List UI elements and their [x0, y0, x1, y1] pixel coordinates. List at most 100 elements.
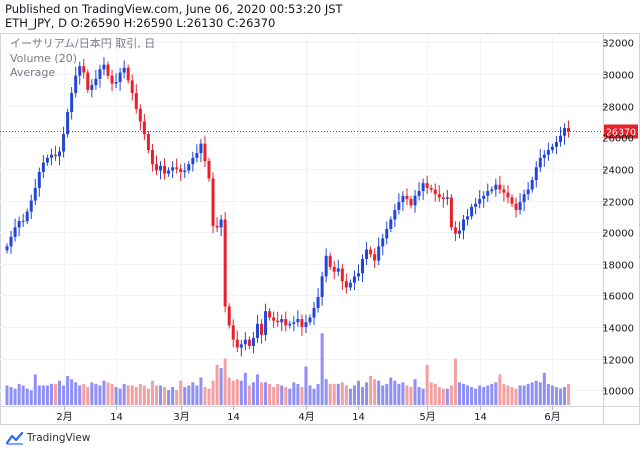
- candle-body: [231, 325, 235, 340]
- candle-body: [361, 259, 365, 274]
- candle-body: [344, 281, 348, 288]
- volume-bar: [470, 387, 474, 405]
- candle-body: [251, 338, 255, 346]
- y-tick-label: 14000: [602, 324, 634, 335]
- volume-bar: [401, 382, 405, 405]
- volume-bar: [506, 385, 510, 405]
- volume-bar: [546, 383, 550, 405]
- candle-body: [490, 189, 494, 192]
- candle-body: [522, 194, 526, 203]
- volume-bar: [49, 383, 53, 405]
- volume-bar: [219, 368, 223, 405]
- candle-body: [134, 93, 138, 109]
- volume-bar: [33, 374, 37, 405]
- y-tick-label: 24000: [602, 166, 634, 177]
- y-tick-label: 12000: [602, 356, 634, 367]
- volume-bar: [211, 380, 215, 405]
- candle-body: [401, 195, 405, 203]
- volume-bar: [340, 382, 344, 405]
- volume-bar: [223, 358, 227, 405]
- candle-body: [227, 306, 231, 326]
- last-price-tag: [604, 124, 638, 139]
- candle-body: [45, 157, 49, 163]
- volume-bar: [510, 387, 514, 405]
- volume-bar: [474, 388, 478, 405]
- candle-body: [126, 67, 130, 81]
- legend-title: イーサリアム/日本円 取引, 日: [10, 37, 156, 50]
- volume-bar: [58, 380, 62, 405]
- volume-bar: [227, 377, 231, 405]
- volume-bar: [405, 385, 409, 405]
- candlestick-chart[interactable]: 26370 10000 12000 14000 16000 18000 20000 2200…: [0, 33, 640, 425]
- x-tick-label: 14: [352, 412, 365, 423]
- volume-bar: [490, 383, 494, 405]
- volume-bar: [361, 387, 365, 405]
- candle-body: [29, 200, 33, 212]
- volume-bar: [207, 388, 211, 405]
- candle-body: [514, 203, 518, 211]
- candle-body: [381, 238, 385, 247]
- volume-bar: [530, 382, 534, 405]
- volume-bar: [393, 380, 397, 405]
- candle-body: [86, 72, 90, 90]
- volume-bar: [260, 382, 264, 405]
- candle-body: [255, 323, 259, 339]
- volume-bar: [550, 385, 554, 405]
- candle-body: [494, 184, 498, 190]
- volume-bar: [29, 390, 33, 405]
- candle-body: [94, 78, 98, 86]
- last-price-layer: 26370: [0, 124, 638, 139]
- candle-body: [550, 146, 554, 150]
- chart-frame[interactable]: 26370 10000 12000 14000 16000 18000 20000 2200…: [0, 33, 640, 425]
- volume-bar: [17, 383, 21, 405]
- volume-bar: [98, 385, 102, 405]
- candle-body: [304, 322, 308, 327]
- candle-body: [154, 164, 158, 171]
- candle-body: [308, 317, 312, 323]
- candle-body: [405, 195, 409, 199]
- volume-layer: [5, 333, 571, 405]
- candle-body: [191, 157, 195, 165]
- volume-bar: [134, 387, 138, 405]
- x-tick-label: 14: [110, 412, 123, 423]
- volume-bar: [308, 385, 312, 405]
- candle-body: [417, 191, 421, 196]
- volume-bar: [413, 379, 417, 405]
- candle-body: [146, 134, 150, 150]
- candle-body: [377, 246, 381, 261]
- candle-body: [433, 189, 437, 195]
- candle-body: [175, 167, 179, 169]
- candle-body: [130, 80, 134, 94]
- volume-bar: [381, 385, 385, 405]
- volume-bar: [276, 383, 280, 405]
- volume-bar: [365, 382, 369, 405]
- candle-body: [199, 143, 203, 154]
- candle-body: [219, 219, 223, 228]
- candle-body: [518, 202, 522, 211]
- candle-body: [292, 322, 296, 324]
- volume-bar: [179, 380, 183, 405]
- candle-body: [296, 319, 300, 323]
- candle-body: [466, 216, 470, 220]
- candle-body: [268, 311, 272, 318]
- candle-body: [9, 236, 13, 247]
- volume-bar: [554, 387, 558, 405]
- volume-bar: [183, 387, 187, 405]
- candle-body: [486, 191, 490, 196]
- candle-body: [207, 161, 211, 179]
- volume-bar: [312, 388, 316, 405]
- y-tick-label: 30000: [602, 71, 634, 82]
- candle-body: [102, 64, 106, 70]
- candle-body: [78, 66, 82, 76]
- volume-bar: [542, 372, 546, 405]
- volume-bar: [94, 383, 98, 405]
- volume-bar: [304, 366, 308, 405]
- candle-body: [243, 339, 247, 345]
- volume-bar: [494, 382, 498, 405]
- candle-body: [98, 69, 102, 79]
- candle-body: [5, 246, 9, 251]
- candle-body: [369, 249, 373, 255]
- candle-body: [546, 149, 550, 155]
- volume-bar: [482, 387, 486, 405]
- volume-bar: [348, 388, 352, 405]
